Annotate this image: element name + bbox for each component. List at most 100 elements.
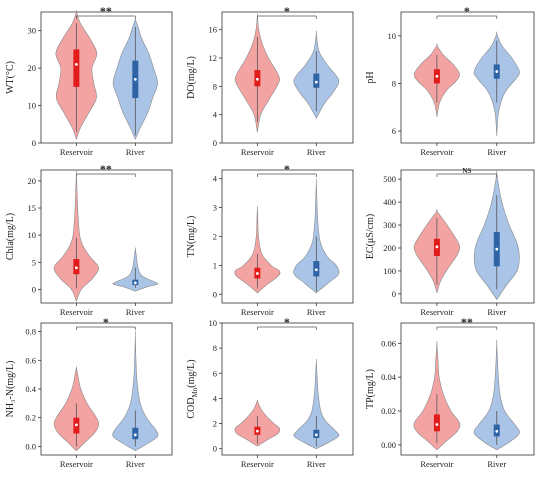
x-tick-label-river: River xyxy=(126,307,145,317)
plot-frame xyxy=(221,169,354,304)
y-tick-label: 0.2 xyxy=(25,413,36,423)
y-axis-label: TP(mg/L) xyxy=(365,369,376,409)
y-tick-label: 4 xyxy=(213,174,218,184)
median-point xyxy=(255,77,259,81)
y-tick-label: 0 xyxy=(213,138,217,148)
median-point xyxy=(133,77,137,81)
y-axis-label: EC(μS/cm) xyxy=(365,214,376,259)
violin-reservoir xyxy=(413,209,460,294)
x-tick-label-river: River xyxy=(307,307,326,317)
y-tick-label: 20 xyxy=(28,63,37,73)
x-tick-label-reservoir: Reservoir xyxy=(60,459,93,469)
x-tick-label-river: River xyxy=(126,147,145,157)
violin-body xyxy=(473,339,520,451)
median-point xyxy=(314,268,318,272)
median-point xyxy=(495,247,499,251)
y-tick-label: 0.06 xyxy=(381,338,396,348)
violin-river xyxy=(293,178,340,294)
violin-reservoir xyxy=(234,399,281,447)
panel-6: 0 100 200 300 400 500 Reservoir River NS EC(μS/cm… xyxy=(365,167,535,317)
y-tick-label: 0.8 xyxy=(25,327,36,337)
y-tick-label: 15 xyxy=(28,203,37,213)
violin-river xyxy=(293,30,340,119)
y-tick-label: 10 xyxy=(28,230,37,240)
median-point xyxy=(495,429,499,433)
violin-river xyxy=(112,247,159,292)
y-tick-label: 4 xyxy=(213,393,218,403)
x-tick-label-reservoir: Reservoir xyxy=(241,307,274,317)
significance-label: * xyxy=(284,315,290,329)
plot-frame xyxy=(221,322,354,456)
y-tick-label: 2 xyxy=(213,419,217,429)
x-tick-label-reservoir: Reservoir xyxy=(241,147,274,157)
median-point xyxy=(314,433,318,437)
plot-frame xyxy=(40,11,173,144)
x-tick-label-river: River xyxy=(307,147,326,157)
violin-body xyxy=(293,178,340,294)
y-tick-label: 8 xyxy=(213,343,217,353)
iqr-box xyxy=(433,414,440,432)
violin-river xyxy=(473,339,520,451)
x-tick-label-reservoir: Reservoir xyxy=(420,459,453,469)
median-point xyxy=(133,433,137,437)
x-tick-label-reservoir: Reservoir xyxy=(241,459,274,469)
median-point xyxy=(74,423,78,427)
y-tick-label: 5 xyxy=(32,257,36,267)
y-axis-label: WT(°C) xyxy=(5,61,16,94)
y-tick-label: 30 xyxy=(28,26,37,36)
y-axis-label: NH₃-N(mg/L) xyxy=(5,361,16,418)
y-tick-label: 0.6 xyxy=(25,355,36,365)
y-tick-label: 200 xyxy=(383,243,396,253)
x-tick-label-reservoir: Reservoir xyxy=(60,307,93,317)
plot-frame xyxy=(400,169,535,304)
violin-river xyxy=(112,330,159,452)
median-point xyxy=(435,423,439,426)
significance-label: ** xyxy=(100,4,112,18)
x-tick-label-river: River xyxy=(487,459,506,469)
median-point xyxy=(314,80,318,84)
violin-reservoir xyxy=(234,205,281,294)
violin-river xyxy=(473,170,520,301)
x-tick-label-reservoir: Reservoir xyxy=(420,147,453,157)
y-tick-label: 3 xyxy=(213,203,217,213)
panel-2: 0 4 8 12 16 Reservoir River * DO(mg/L) xyxy=(186,4,354,157)
significance-label: * xyxy=(284,162,290,176)
y-tick-label: 0.4 xyxy=(25,384,36,394)
y-tick-label: 6 xyxy=(392,126,396,136)
y-tick-label: 10 xyxy=(388,31,397,41)
median-point xyxy=(435,74,439,78)
violin-reservoir xyxy=(234,13,280,133)
violin-body xyxy=(234,205,281,294)
y-tick-label: 10 xyxy=(209,318,218,328)
x-tick-label-river: River xyxy=(487,147,506,157)
y-tick-label: 0.04 xyxy=(381,372,397,382)
y-tick-label: 0 xyxy=(32,284,36,294)
violin-body xyxy=(53,170,99,303)
significance-label: * xyxy=(284,4,290,18)
y-axis-label: pH xyxy=(365,71,376,83)
plot-frame xyxy=(400,11,535,144)
violin-reservoir xyxy=(53,366,99,452)
median-point xyxy=(74,63,78,66)
panel-9: 0.00 0.02 0.04 0.06 Reservoir River ** TP(mg/L) xyxy=(365,315,535,469)
iqr-box xyxy=(73,49,80,87)
plot-frame xyxy=(221,11,354,144)
significance-label: NS xyxy=(462,167,471,175)
violin-reservoir xyxy=(53,170,99,303)
y-tick-label: 2 xyxy=(213,232,217,242)
violin-river xyxy=(293,358,340,450)
violin-body xyxy=(293,358,340,450)
y-tick-label: 8 xyxy=(213,81,217,91)
iqr-box xyxy=(313,73,320,88)
x-tick-label-river: River xyxy=(126,459,145,469)
y-axis-label: CODMn(mg/L) xyxy=(186,359,199,418)
significance-label: * xyxy=(103,315,109,329)
panel-1: 0 10 20 30 Reservoir River ** WT(°C) xyxy=(5,4,173,157)
plot-frame xyxy=(40,169,173,304)
significance-label: * xyxy=(464,4,470,18)
x-tick-label-river: River xyxy=(487,307,506,317)
y-tick-label: 0 xyxy=(392,289,396,299)
y-tick-label: 0 xyxy=(213,444,217,454)
violin-reservoir xyxy=(413,340,461,451)
y-tick-label: 0.0 xyxy=(25,441,36,451)
